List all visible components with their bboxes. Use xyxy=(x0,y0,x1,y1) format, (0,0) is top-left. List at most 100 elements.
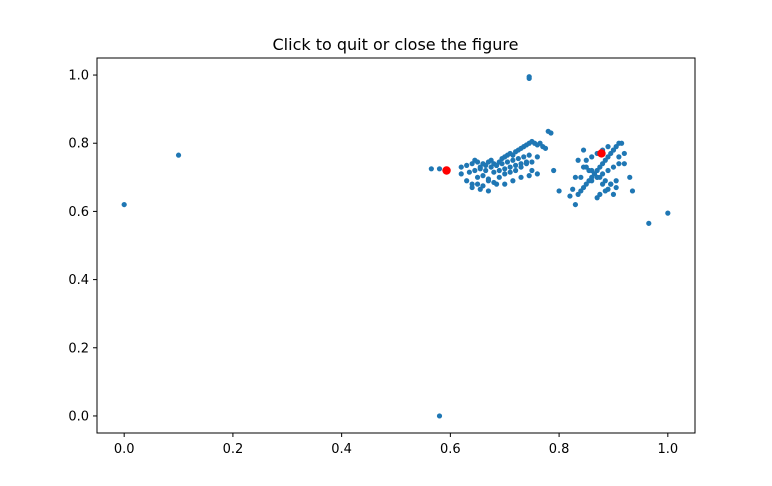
data-point xyxy=(458,171,464,177)
data-point xyxy=(496,167,502,174)
data-point xyxy=(627,174,633,180)
data-point xyxy=(510,178,516,184)
data-point xyxy=(616,161,622,167)
data-point xyxy=(616,154,622,160)
data-point xyxy=(610,164,617,170)
data-point xyxy=(464,162,470,168)
data-point xyxy=(507,164,513,170)
chart-title: Click to quit or close the figure xyxy=(273,35,519,54)
data-point xyxy=(493,181,500,187)
data-point xyxy=(477,166,483,172)
data-point xyxy=(580,147,587,153)
data-point xyxy=(583,164,589,170)
data-point xyxy=(485,188,492,194)
data-point xyxy=(665,210,671,216)
data-point xyxy=(436,413,443,419)
data-point xyxy=(483,167,489,174)
data-point xyxy=(548,130,554,136)
data-point xyxy=(499,161,505,167)
data-point xyxy=(485,178,492,184)
data-point xyxy=(491,169,497,175)
x-tick-label: 0.6 xyxy=(440,442,461,457)
data-point xyxy=(513,167,519,174)
data-point xyxy=(542,145,549,151)
data-point xyxy=(589,154,595,160)
data-point xyxy=(493,162,500,168)
data-point xyxy=(534,154,540,160)
data-point xyxy=(518,164,524,170)
data-point xyxy=(567,193,573,199)
data-point xyxy=(480,173,486,179)
data-point xyxy=(619,140,625,146)
data-point xyxy=(502,166,508,172)
x-tick-label: 0.0 xyxy=(114,442,135,457)
data-point xyxy=(551,167,557,174)
y-tick-label: 0.0 xyxy=(68,409,89,424)
data-point xyxy=(605,167,611,174)
series-1 xyxy=(442,149,606,175)
data-point xyxy=(502,171,508,177)
y-tick-label: 0.8 xyxy=(68,137,89,152)
data-point xyxy=(488,164,494,170)
data-point xyxy=(175,152,182,158)
data-point xyxy=(513,162,519,168)
data-point xyxy=(121,201,127,208)
y-tick-label: 0.6 xyxy=(68,205,89,220)
x-tick-label: 0.4 xyxy=(331,442,352,457)
data-point xyxy=(613,184,619,191)
data-point xyxy=(594,174,600,180)
data-point xyxy=(629,188,636,194)
data-point xyxy=(610,191,617,197)
y-axis-ticks: 0.0 0.2 0.4 0.6 0.8 1.0 xyxy=(68,69,97,424)
data-point xyxy=(646,220,652,226)
data-point xyxy=(597,191,603,197)
data-point xyxy=(570,186,576,192)
data-point xyxy=(474,181,481,187)
data-point xyxy=(504,159,511,165)
data-point xyxy=(496,174,502,180)
data-point xyxy=(599,171,606,177)
data-point xyxy=(507,169,513,175)
data-point xyxy=(526,152,532,158)
data-point xyxy=(621,161,627,167)
data-point xyxy=(466,169,472,175)
data-point xyxy=(605,144,611,150)
data-point xyxy=(436,166,443,172)
data-point xyxy=(529,159,535,165)
data-point xyxy=(510,157,516,163)
x-tick-label: 1.0 xyxy=(657,442,678,457)
data-point xyxy=(589,167,595,174)
y-tick-label: 0.4 xyxy=(68,273,89,288)
data-point xyxy=(515,155,521,162)
y-tick-label: 0.2 xyxy=(68,341,89,356)
data-point xyxy=(572,174,579,180)
data-point xyxy=(578,174,584,180)
data-point xyxy=(502,181,508,187)
series-0 xyxy=(121,74,671,419)
data-point xyxy=(575,157,581,163)
data-point xyxy=(477,186,483,192)
data-point xyxy=(597,149,606,158)
data-point xyxy=(583,157,589,163)
data-point xyxy=(526,75,532,82)
data-point xyxy=(442,166,451,175)
x-tick-label: 0.2 xyxy=(223,442,244,457)
x-axis-ticks: 0.0 0.2 0.4 0.6 0.8 1.0 xyxy=(114,433,678,457)
data-point xyxy=(613,178,619,184)
data-point xyxy=(608,181,614,187)
data-point xyxy=(428,166,434,172)
data-point xyxy=(464,178,470,184)
data-point xyxy=(589,178,595,184)
data-point xyxy=(469,184,475,191)
data-point xyxy=(621,150,627,157)
data-point xyxy=(529,167,535,174)
data-point xyxy=(521,154,527,160)
data-points xyxy=(121,74,671,419)
data-point xyxy=(572,201,579,208)
data-point xyxy=(523,161,530,167)
data-point xyxy=(556,188,562,194)
data-point xyxy=(518,174,524,180)
